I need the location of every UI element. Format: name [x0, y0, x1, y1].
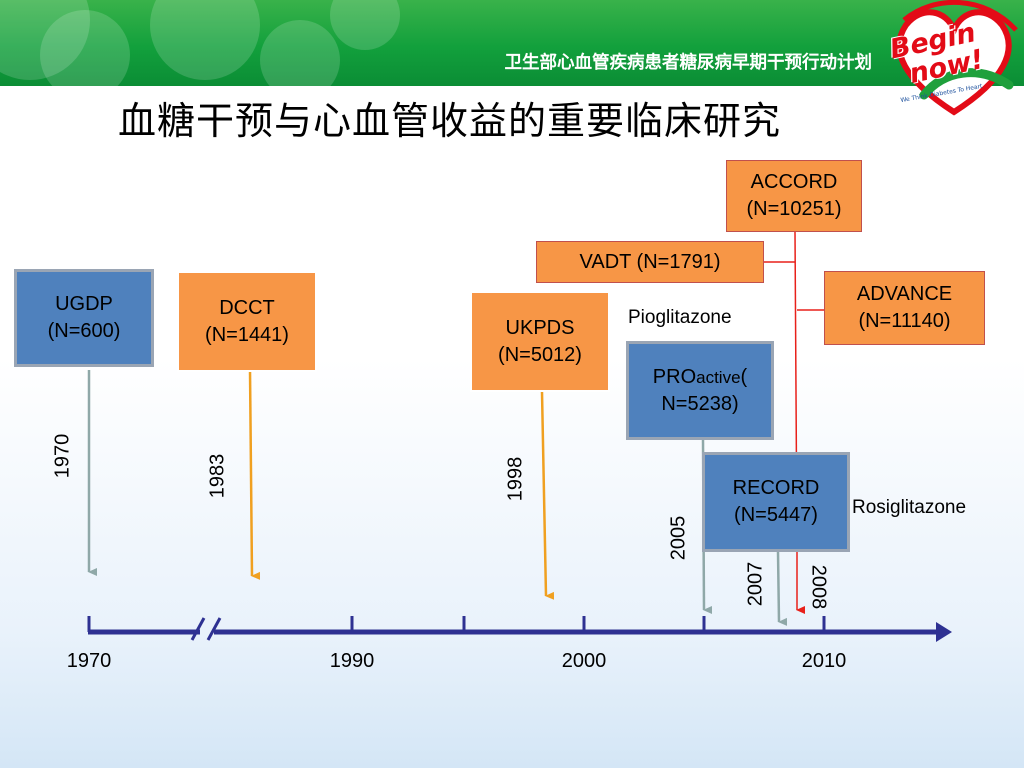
trial-box-record: RECORD (N=5447) [702, 452, 850, 552]
trial-n: (N=600) [47, 320, 121, 342]
trial-box-accord: ACCORD (N=10251) [726, 160, 862, 232]
trial-box-proactive: PROactive( N=5238) [626, 341, 774, 440]
axis-tick-label: 1990 [329, 650, 375, 672]
slide-title: 血糖干预与心血管收益的重要临床研究 [118, 99, 782, 143]
axis-tick-label: 1970 [66, 650, 112, 672]
axis-arrowhead [936, 622, 952, 642]
trial-n: (N=5012) [498, 343, 582, 366]
trial-box-vadt: VADT (N=1791) [536, 241, 764, 283]
axis-tick-label: 2010 [801, 650, 847, 672]
trial-name-prefix: PRO [652, 365, 697, 388]
trial-name: UKPDS [505, 316, 575, 339]
year-label-accord: 2008 [807, 564, 830, 610]
trial-name: DCCT [219, 296, 275, 319]
year-label-record: 2007 [744, 561, 767, 607]
trial-name: ADVANCE [856, 283, 953, 305]
trial-n: (N=10251) [746, 198, 842, 220]
year-label-dcct: 1983 [206, 453, 229, 499]
arrow-record [776, 551, 788, 626]
trial-name: RECORD [732, 477, 820, 499]
trial-name: ACCORD [750, 171, 838, 193]
trial-box-ukpds: UKPDS (N=5012) [470, 291, 610, 392]
axis-tick-label: 2000 [561, 650, 607, 672]
arrow-dcct [248, 369, 261, 580]
axis-break-1 [190, 617, 206, 641]
trial-n: N=5238) [661, 392, 739, 415]
trial-name-suffix: ( [740, 365, 748, 388]
year-label-proactive: 2005 [667, 515, 690, 561]
drug-label-rosiglitazone: Rosiglitazone [852, 497, 967, 518]
arrow-ukpds [540, 391, 555, 600]
trial-name-proactive: PROactive( [653, 364, 747, 391]
year-label-ukpds: 1998 [504, 456, 527, 502]
trial-n: (N=5447) [734, 504, 818, 526]
trial-box-dcct: DCCT (N=1441) [177, 271, 317, 372]
year-label-ugdp: 1970 [51, 433, 74, 479]
trial-name: UGDP [55, 293, 113, 315]
trial-n: (N=1441) [205, 323, 289, 346]
trial-box-ugdp: UGDP (N=600) [14, 269, 154, 367]
trial-name-small: active [696, 367, 741, 387]
trial-label: VADT (N=1791) [579, 250, 721, 273]
trial-n: (N=11140) [858, 310, 951, 332]
trial-box-advance: ADVANCE (N=11140) [824, 271, 985, 345]
drug-label-pioglitazone: Pioglitazone [628, 307, 732, 328]
axis-break-2 [206, 617, 222, 641]
timeline-axis [87, 616, 952, 642]
header-banner: 卫生部心血管疾病患者糖尿病早期干预行动计划 [0, 0, 1024, 86]
banner-title: 卫生部心血管疾病患者糖尿病早期干预行动计划 [504, 53, 873, 73]
heart-logo-icon [896, 0, 1018, 116]
